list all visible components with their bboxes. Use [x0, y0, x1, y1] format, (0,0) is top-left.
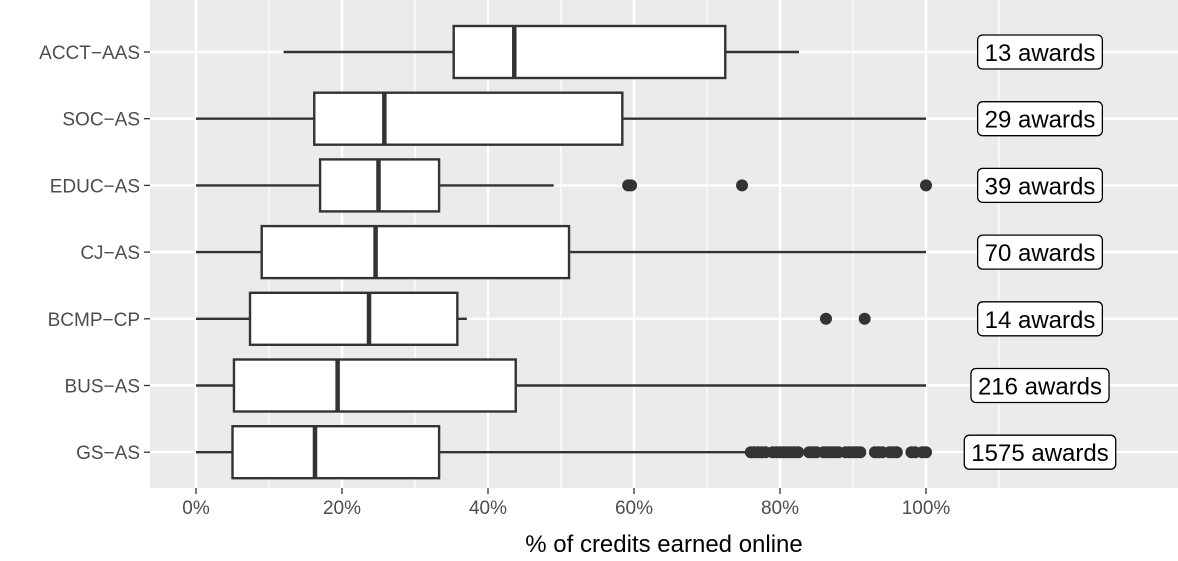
outlier-point [792, 446, 805, 459]
award-label: 13 awards [976, 34, 1104, 70]
award-label-text: 39 awards [985, 173, 1096, 200]
outlier-point [858, 312, 871, 325]
outlier-point [819, 312, 832, 325]
y-tick-label: BUS−AS [64, 377, 140, 398]
box-iqr [231, 425, 441, 480]
award-label-box [976, 101, 1104, 137]
award-label: 1575 awards [963, 434, 1117, 470]
y-tick-label: GS−AS [76, 443, 140, 464]
award-label: 14 awards [976, 301, 1104, 337]
award-label-text: 29 awards [985, 107, 1096, 134]
x-tick-label: 80% [761, 498, 799, 519]
box-group [196, 224, 926, 280]
award-label-text: 13 awards [985, 40, 1096, 67]
award-label-box [963, 434, 1117, 470]
outlier-point [736, 179, 749, 192]
x-axis: 0% 20% 40% 60% 80% 100% [182, 488, 950, 519]
x-tick-label: 0% [182, 498, 210, 519]
y-tick-label: ACCT−AAS [39, 43, 140, 64]
box-iqr [313, 91, 624, 146]
box-group [283, 24, 799, 80]
boxes-layer [196, 24, 932, 480]
outlier-point [920, 179, 932, 192]
award-label: 70 awards [976, 234, 1104, 270]
x-axis-title: % of credits earned online [525, 531, 803, 558]
award-label-text: 1575 awards [971, 440, 1108, 467]
box-iqr [248, 291, 459, 346]
award-label-box [976, 234, 1104, 270]
award-label-box [970, 367, 1110, 404]
box-iqr [452, 24, 727, 80]
y-tick-label: BCMP−CP [48, 310, 140, 331]
award-label: 39 awards [976, 167, 1104, 204]
box-group [196, 358, 926, 413]
x-tick-label: 20% [323, 498, 361, 519]
award-label-box [976, 167, 1104, 204]
x-tick-label: 40% [469, 498, 507, 519]
outlier-point [625, 179, 638, 192]
outlier-point [854, 446, 867, 459]
award-labels-layer: 13 awards 29 awards 39 awards 70 awards 14 a… [963, 34, 1117, 470]
box-group [196, 291, 871, 346]
award-label-box [976, 34, 1104, 70]
award-label-text: 14 awards [985, 307, 1096, 334]
box-group [196, 91, 926, 146]
y-tick-label: CJ−AS [80, 243, 140, 264]
award-label: 216 awards [970, 367, 1110, 404]
x-tick-label: 60% [615, 498, 653, 519]
box-iqr [260, 224, 571, 280]
award-label-text: 216 awards [978, 374, 1102, 401]
outlier-point [920, 446, 932, 459]
y-tick-label: EDUC−AS [50, 176, 140, 197]
box-group [196, 425, 932, 480]
y-axis: ACCT−AAS SOC−AS EDUC−AS CJ−AS BCMP−CP BUS−AS G… [39, 43, 150, 464]
outlier-point [890, 446, 903, 459]
award-label-box [976, 301, 1104, 337]
x-tick-label: 100% [902, 498, 951, 519]
y-tick-label: SOC−AS [62, 110, 140, 131]
box-iqr [232, 358, 517, 413]
box-group [196, 158, 932, 213]
award-label-text: 70 awards [985, 240, 1096, 267]
award-label: 29 awards [976, 101, 1104, 137]
